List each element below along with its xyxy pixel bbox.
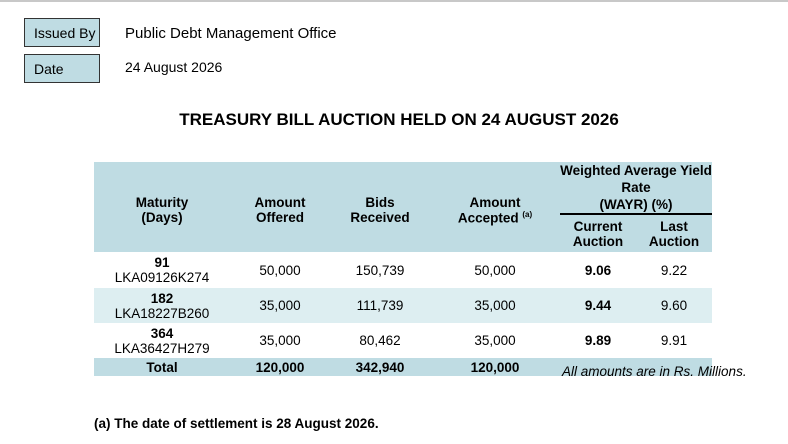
maturity-cell: 182 LKA18227B260	[94, 288, 230, 323]
current-yield-cell: 9.89	[560, 323, 636, 358]
offered-cell: 35,000	[230, 288, 330, 323]
offered-cell: 35,000	[230, 323, 330, 358]
bids-cell: 111,739	[330, 288, 430, 323]
amount-offered-header: Amount Offered	[230, 162, 330, 252]
table-row: 182 LKA18227B260 35,000 111,739 35,000 9…	[94, 288, 712, 323]
table-subheader-row: Current Auction Last Auction	[94, 214, 712, 252]
last-yield-cell: 9.22	[636, 252, 712, 288]
issued-by-label: Issued By	[34, 25, 96, 41]
units-note: All amounts are in Rs. Millions.	[562, 364, 747, 379]
amount-accepted-header: Amount Accepted (a)	[430, 162, 560, 252]
accepted-footnote-marker: (a)	[522, 209, 533, 219]
offered-cell: 50,000	[230, 252, 330, 288]
settlement-footnote: (a) The date of settlement is 28 August …	[94, 416, 379, 431]
accepted-cell: 35,000	[430, 323, 560, 358]
accepted-cell: 35,000	[430, 288, 560, 323]
total-row: Total 120,000 342,940 120,000	[94, 358, 712, 376]
date-label: Date	[34, 61, 64, 77]
current-yield-cell: 9.44	[560, 288, 636, 323]
bids-received-header: Bids Received	[330, 162, 430, 252]
table-header-row: Maturity (Days) Amount Offered Bids Rece…	[94, 162, 712, 252]
total-offered: 120,000	[230, 358, 330, 376]
maturity-cell: 91 LKA09126K274	[94, 252, 230, 288]
wayr-header: Weighted Average Yield Rate (WAYR) (%)	[560, 162, 712, 215]
issued-by-label-box: Issued By	[24, 18, 100, 47]
current-yield-cell: 9.06	[560, 252, 636, 288]
total-label: Total	[94, 358, 230, 376]
top-divider	[0, 0, 788, 2]
bids-cell: 150,739	[330, 252, 430, 288]
page-title: TREASURY BILL AUCTION HELD ON 24 AUGUST …	[179, 110, 619, 129]
last-auction-header: Last Auction	[636, 214, 712, 252]
current-auction-header: Current Auction	[560, 214, 636, 252]
total-bids: 342,940	[330, 358, 430, 376]
maturity-cell: 364 LKA36427H279	[94, 323, 230, 358]
auction-table: Maturity (Days) Amount Offered Bids Rece…	[94, 162, 712, 376]
total-accepted: 120,000	[430, 358, 560, 376]
date-value: 24 August 2026	[125, 59, 223, 75]
maturity-header: Maturity (Days)	[94, 162, 230, 252]
accepted-cell: 50,000	[430, 252, 560, 288]
date-label-box: Date	[24, 54, 100, 83]
total-current-empty	[560, 358, 636, 376]
issued-by-value: Public Debt Management Office	[125, 25, 337, 42]
table-row: 91 LKA09126K274 50,000 150,739 50,000 9.…	[94, 252, 712, 288]
last-yield-cell: 9.91	[636, 323, 712, 358]
last-yield-cell: 9.60	[636, 288, 712, 323]
table-row: 364 LKA36427H279 35,000 80,462 35,000 9.…	[94, 323, 712, 358]
total-last-empty	[636, 358, 712, 376]
bids-cell: 80,462	[330, 323, 430, 358]
